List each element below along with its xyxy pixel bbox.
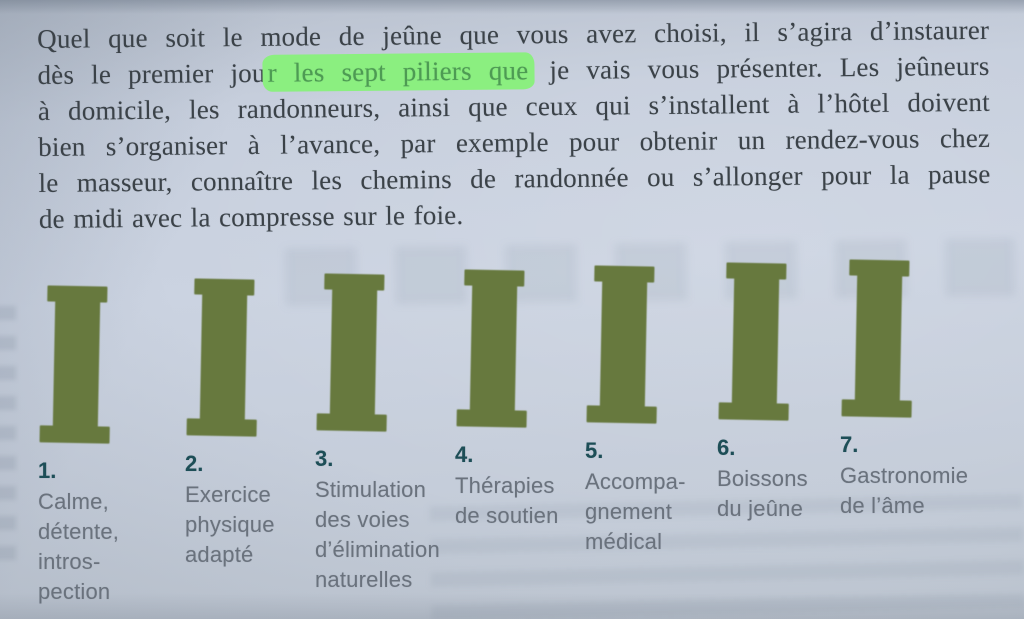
pillar-label: Thérapies de soutien	[455, 473, 559, 528]
pillar-item: 6. Boissons du jeûne	[717, 262, 839, 524]
pillar-item: 4. Thérapies de soutien	[455, 269, 583, 531]
pillar-number: 4.	[455, 442, 474, 467]
pillar-item: 3. Stimulation des voies d’élimination n…	[315, 273, 461, 595]
pillar-item: 1. Calme, détente, intros- pection	[38, 285, 184, 607]
pillar-label: Calme, détente, intros- pection	[38, 489, 120, 604]
pillar-label: Boissons du jeûne	[717, 466, 808, 521]
pillar-number: 7.	[840, 432, 859, 457]
pillar-number: 2.	[185, 451, 204, 476]
pillar-label: Exercice physique adapté	[185, 482, 275, 567]
pillar-item: 5. Accompa- gnement médical	[585, 265, 713, 557]
pillar-icon	[186, 278, 259, 437]
pillar-icon	[456, 269, 529, 428]
pillar-item: 7. Gastronomie de l’âme	[840, 259, 1010, 521]
pillar-icon	[586, 265, 659, 424]
pillar-icon	[39, 285, 112, 444]
pillar-label: Gastronomie de l’âme	[840, 463, 969, 518]
pillar-item: 2. Exercice physique adapté	[185, 278, 313, 570]
pillar-icon	[316, 273, 389, 432]
pillar-number: 1.	[38, 458, 57, 483]
pillar-icon	[718, 262, 791, 421]
photo-bottom-edge-shadow	[0, 593, 1024, 619]
pillar-number: 3.	[315, 446, 334, 471]
pillar-number: 5.	[585, 438, 604, 463]
pillar-icon	[841, 259, 914, 418]
photo-top-edge-shadow	[0, 0, 1024, 14]
pillar-label: Accompa- gnement médical	[585, 469, 686, 554]
pillar-label: Stimulation des voies d’élimination natu…	[315, 477, 440, 592]
pillar-number: 6.	[717, 435, 736, 460]
